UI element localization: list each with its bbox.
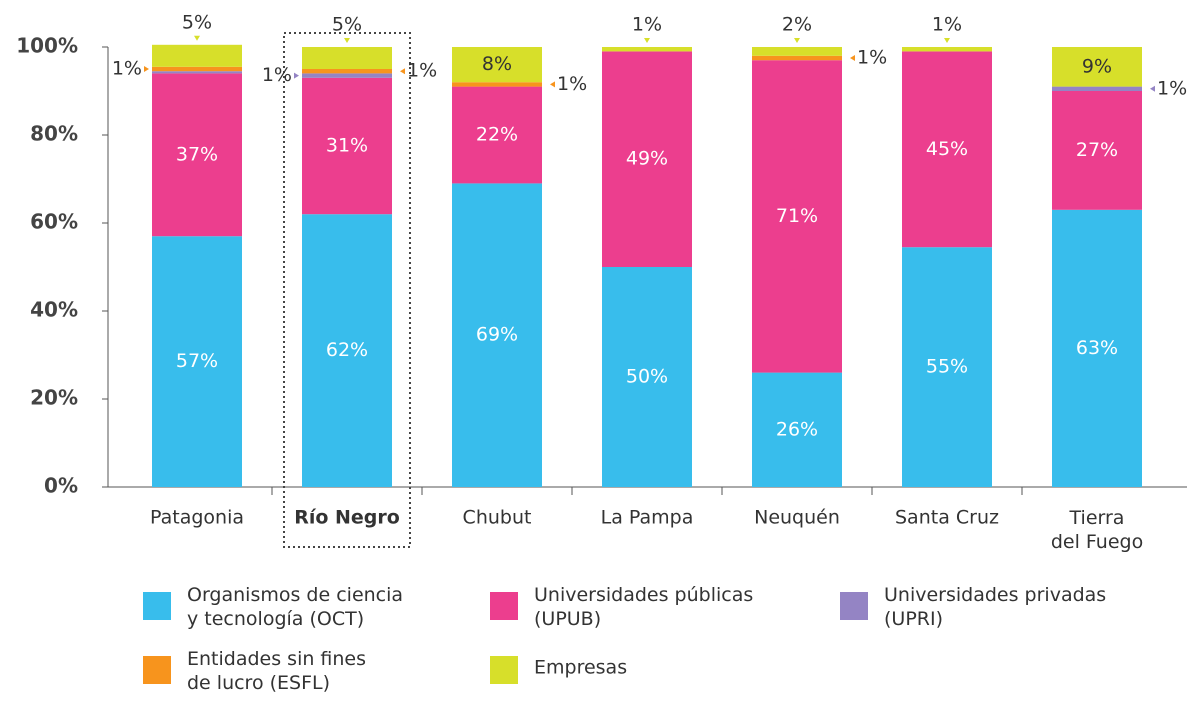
y-tick-label: 80% [30,122,78,146]
bar-segment [452,183,542,487]
bar-segment [902,247,992,487]
bar-segment [452,47,542,83]
data-label: 5% [182,11,212,33]
bar-segment [602,267,692,487]
data-label: 5% [332,14,362,36]
bar-segment [1052,86,1142,91]
data-label: 1% [1157,77,1187,99]
x-tick-label: Patagonia [150,507,244,529]
x-tick-label: Tierra del Fuego [1051,507,1143,553]
bar-segment [152,66,242,72]
label-pointer [400,68,405,75]
label-pointer [550,81,555,88]
bar-segment [302,73,392,78]
y-tick-label: 40% [30,298,78,322]
bar-segment [1052,47,1142,87]
bar-segment [302,47,392,69]
bar-segment [902,51,992,248]
data-label: 55% [926,356,968,378]
data-label: 71% [776,205,818,227]
bar-segment [302,77,392,215]
data-label: 27% [1076,139,1118,161]
label-pointer [1150,85,1155,92]
y-tick-label: 20% [30,386,78,410]
data-label: 1% [407,60,437,82]
data-label: 9% [1082,55,1112,77]
data-label: 1% [932,14,962,36]
bar-segment [152,236,242,487]
legend-label: Universidades públicas (UPUB) [534,584,753,630]
bar-segment [302,69,392,74]
x-tick-label: Neuquén [754,507,840,529]
bar-segment [752,60,842,373]
bar-segment [1052,91,1142,210]
label-pointer [850,55,855,61]
bar-segment [152,71,242,74]
bar-segment [602,47,692,52]
data-label: 2% [782,14,812,36]
label-pointer [794,38,800,43]
bar-segment [302,214,392,487]
data-label: 49% [626,148,668,170]
label-pointer [344,38,350,43]
data-label: 69% [476,324,518,346]
legend-swatch [840,592,868,620]
bar-segment [752,372,842,487]
data-label: 1% [857,47,887,69]
bar-segment [902,47,992,52]
bar-segment [452,86,542,184]
y-tick-label: 60% [30,210,78,234]
bar-segment [1052,209,1142,488]
y-tick-label: 100% [16,34,78,58]
bar-segment [152,44,242,67]
legend-swatch [143,656,171,684]
data-label: 57% [176,350,218,372]
data-label: 63% [1076,337,1118,359]
data-label: 26% [776,418,818,440]
label-pointer [644,38,650,43]
bar-segment [752,55,842,61]
label-pointer [294,72,299,79]
data-label: 22% [476,124,518,146]
data-label: 50% [626,366,668,388]
bar-segment [602,51,692,268]
data-label: 62% [326,339,368,361]
data-label: 37% [176,143,218,165]
bar-segment [452,82,542,87]
x-tick-label: Santa Cruz [895,507,999,529]
x-tick-label: La Pampa [601,507,694,529]
legend-label: Universidades privadas (UPRI) [884,584,1106,630]
data-label: 1% [557,73,587,95]
bar-segment [152,73,242,237]
x-tick-label: Río Negro [294,507,400,529]
y-tick-label: 0% [44,474,78,498]
x-tick-label: Chubut [463,507,532,529]
label-pointer [944,38,950,43]
label-pointer [194,35,200,41]
legend-label: Entidades sin fines de lucro (ESFL) [187,648,366,694]
legend-label: Organismos de ciencia y tecnología (OCT) [187,584,403,630]
legend-swatch [143,592,171,620]
bar-segment [752,47,842,56]
legend-swatch [490,592,518,620]
data-label: 31% [326,135,368,157]
data-label: 45% [926,138,968,160]
legend-swatch [490,656,518,684]
data-label: 1% [112,58,142,80]
label-pointer [144,66,149,72]
data-label: 8% [482,53,512,75]
data-label: 1% [632,14,662,36]
legend-label: Empresas [534,657,627,679]
data-label: 1% [262,64,292,86]
